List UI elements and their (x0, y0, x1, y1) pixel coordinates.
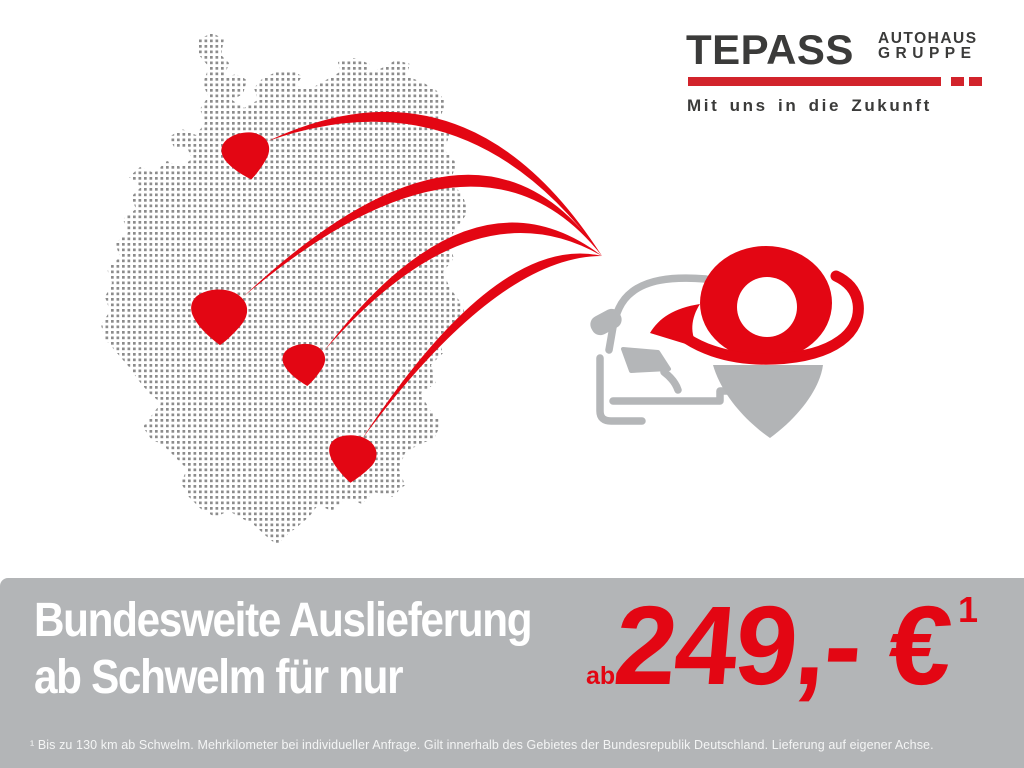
delivery-illustration (101, 33, 864, 545)
pin-orbit-swoosh (662, 270, 864, 365)
car-body-edge (596, 354, 646, 425)
pin-orbit-arrowhead (650, 304, 700, 348)
offer-banner: Bundesweite Auslieferung ab Schwelm für … (0, 578, 1024, 768)
car-fender-line (660, 368, 682, 394)
price-footnote-marker: 1 (958, 589, 979, 630)
map-pin-marker-icon (221, 132, 270, 180)
price-prefix: ab (586, 662, 616, 690)
germany-dotted-map-icon (101, 33, 468, 545)
brand-division-line2: GRUPPE (878, 45, 977, 62)
car-headlight (621, 347, 671, 373)
logo-red-bar (688, 77, 941, 86)
map-pin-marker-icon (329, 435, 377, 483)
offer-footnote: ¹ Bis zu 130 km ab Schwelm. Mehrkilomete… (30, 738, 934, 752)
car-mirror (590, 308, 622, 336)
price-amount: 249,- € (609, 583, 956, 708)
brand-logo: TEPASS AUTOHAUS GRUPPE Mit uns in die Zu… (686, 26, 996, 121)
map-location-markers (191, 132, 377, 483)
pin-tail (713, 365, 823, 438)
brand-division-line1: AUTOHAUS (878, 30, 978, 47)
offer-headline-line2: ab Schwelm für nur (34, 651, 404, 704)
map-pin-marker-icon (282, 343, 326, 387)
offer-headline: Bundesweite Auslieferung ab Schwelm für … (34, 592, 533, 706)
brand-division: AUTOHAUS GRUPPE (878, 30, 978, 62)
logo-red-square (969, 77, 982, 86)
pin-globe-hole (737, 277, 797, 337)
brand-tagline: Mit uns in die Zukunft (687, 96, 932, 115)
brand-name: TEPASS (686, 26, 854, 73)
logo-red-square (951, 77, 964, 86)
map-pin-marker-icon (191, 289, 248, 346)
offer-headline-line1: Bundesweite Auslieferung (34, 594, 533, 647)
globe-location-pin-icon (650, 246, 864, 438)
